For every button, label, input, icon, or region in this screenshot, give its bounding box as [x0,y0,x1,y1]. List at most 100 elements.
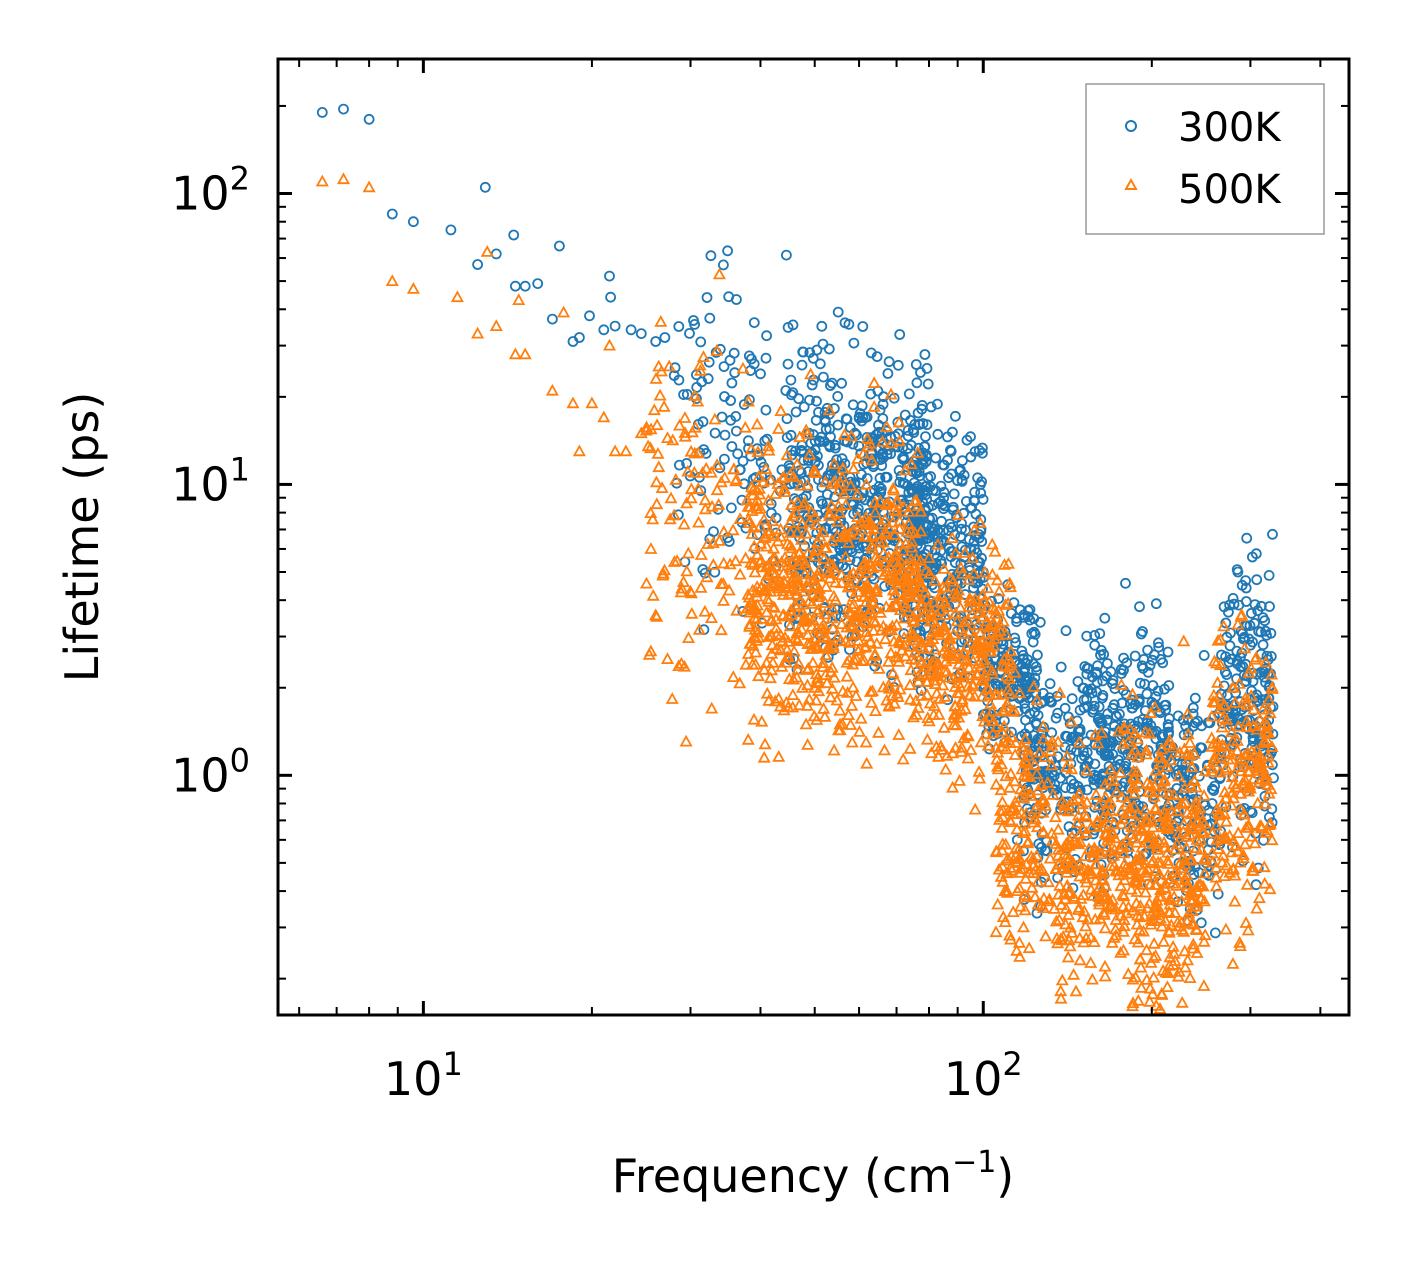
data-point-500K [960,639,974,652]
data-point-300K [554,240,565,252]
data-point-300K [574,332,585,343]
data-point-500K [1248,836,1262,849]
data-point-500K [787,470,801,482]
data-point-500K [849,689,863,701]
data-point-300K [479,181,491,193]
data-point-500K [1177,817,1191,830]
data-point-500K [845,429,859,442]
data-point-500K [1026,815,1040,828]
data-point-500K [730,603,744,616]
data-point-500K [1036,805,1050,818]
data-point-500K [794,478,808,491]
data-point-500K [760,569,774,581]
data-point-500K [744,636,758,649]
data-point-500K [982,644,996,657]
data-point-500K [887,483,901,496]
data-point-500K [799,526,813,539]
data-point-300K [609,320,621,332]
data-point-500K [890,559,904,572]
data-point-300K [877,398,889,410]
data-point-500K [1150,809,1164,821]
data-point-500K [1155,820,1169,833]
data-point-500K [1163,893,1177,905]
data-point-500K [1143,994,1157,1007]
data-point-300K [830,442,841,454]
data-point-500K [1190,833,1204,845]
data-point-300K [948,488,960,500]
data-point-300K [1020,714,1031,726]
data-point-500K [873,534,887,547]
data-point-500K [557,305,571,318]
data-point-300K [1055,661,1067,673]
data-point-500K [1135,849,1149,862]
data-point-500K [975,689,989,702]
data-point-500K [1133,910,1147,923]
data-point-300K [853,411,865,423]
data-point-300K [918,453,929,465]
data-point-300K [760,404,772,416]
y-axis-label: Lifetime (ps) [55,392,109,683]
data-point-500K [639,576,654,589]
data-point-500K [957,731,971,744]
data-point-500K [1021,748,1036,761]
data-point-500K [900,524,914,537]
data-point-500K [1123,801,1137,814]
data-point-500K [930,686,944,699]
data-point-500K [1205,731,1219,744]
data-point-500K [877,546,891,559]
data-point-500K [835,576,849,589]
data-point-500K [764,473,778,486]
data-point-500K [1244,689,1258,701]
data-point-500K [911,446,925,458]
data-point-300K [806,379,818,391]
data-point-500K [1022,941,1036,954]
data-point-500K [981,738,995,751]
data-point-500K [818,710,832,722]
data-point-300K [689,318,700,330]
data-point-500K [1168,842,1183,855]
data-point-300K [915,513,927,525]
data-point-500K [650,497,664,510]
data-point-500K [906,710,920,723]
data-point-300K [1150,598,1162,610]
data-point-500K [1265,740,1279,752]
data-point-500K [789,506,803,519]
data-point-500K [1244,829,1259,842]
data-point-300K [1223,606,1234,618]
data-point-500K [667,508,681,521]
data-point-500K [963,591,977,604]
data-point-500K [774,643,788,655]
data-point-500K [1012,881,1026,894]
data-point-500K [1125,747,1139,760]
data-point-500K [1239,916,1253,928]
data-point-500K [996,614,1010,627]
data-point-500K [644,644,658,657]
data-point-300K [919,440,931,452]
data-point-500K [1005,704,1019,717]
data-point-500K [708,412,722,425]
data-point-500K [1139,865,1153,878]
data-point-500K [1207,751,1221,763]
data-point-500K [876,619,890,632]
data-point-300K [584,310,595,322]
data-point-500K [999,700,1014,713]
data-point-500K [974,659,988,672]
data-point-500K [826,621,840,634]
data-point-500K [750,612,764,625]
data-point-500K [1134,981,1148,993]
data-point-500K [1253,819,1267,831]
data-point-500K [698,604,712,617]
data-point-500K [824,498,838,511]
data-point-500K [726,523,740,536]
data-point-500K [786,509,800,522]
data-point-500K [1183,736,1197,748]
data-point-300K [673,374,685,386]
data-point-500K [817,552,831,564]
data-point-500K [1041,875,1056,888]
data-point-500K [766,599,780,612]
data-point-500K [841,708,856,720]
data-point-500K [1113,765,1127,778]
data-point-500K [822,403,836,416]
data-point-500K [692,515,706,528]
data-point-500K [972,638,986,651]
